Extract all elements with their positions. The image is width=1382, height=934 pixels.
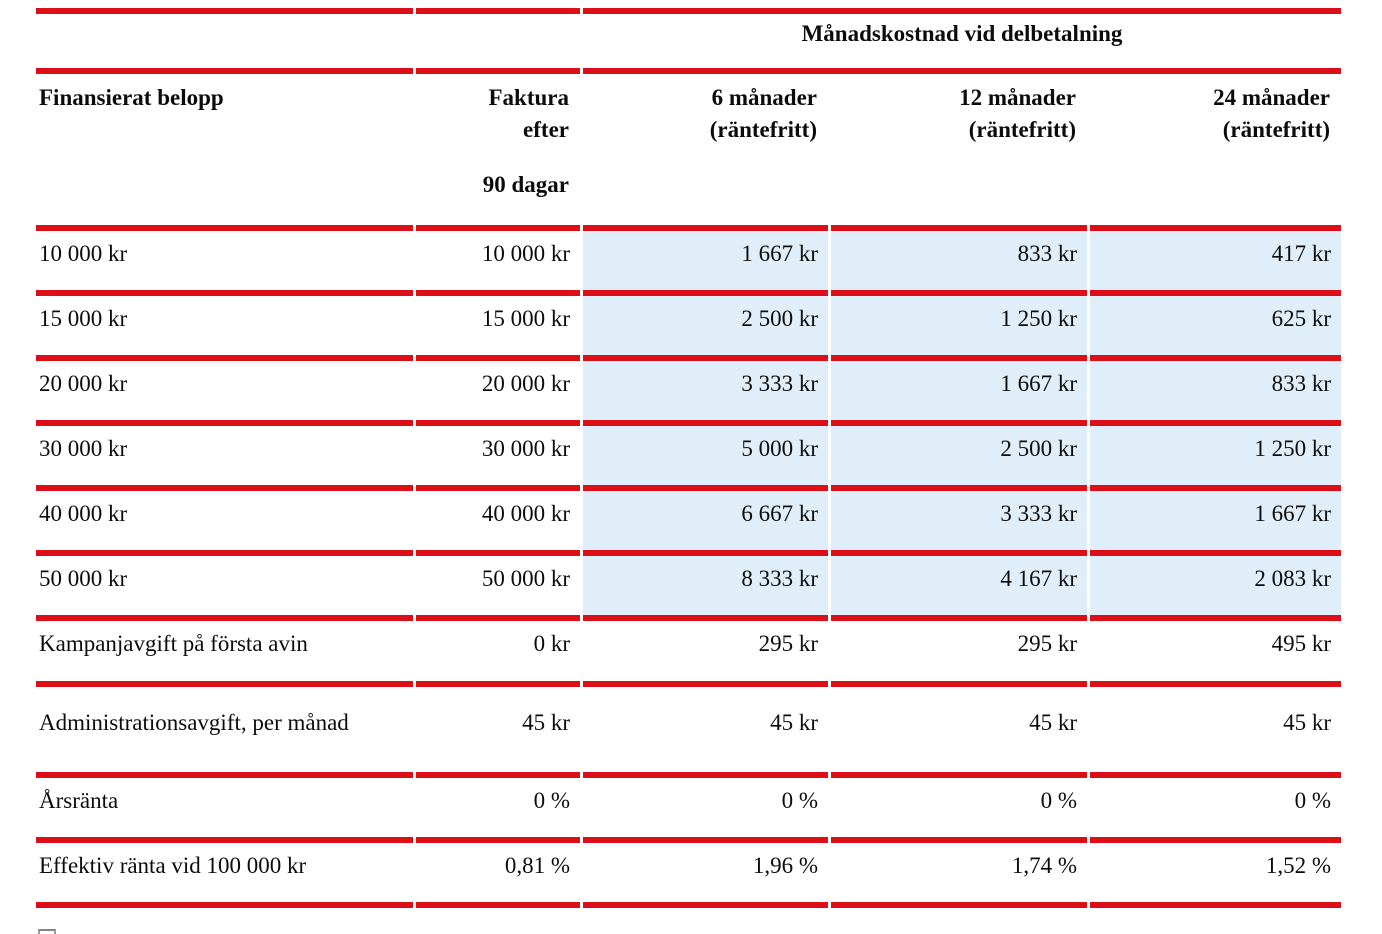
cost-24m-cell: 833 kr [1090, 361, 1342, 426]
table-row: Administrationsavgift, per månad 45 kr 4… [36, 687, 1342, 778]
fee-12m-cell: 45 kr [831, 687, 1087, 778]
header-90-days-line: 90 dagar [482, 172, 569, 197]
header-financed-amount: Finansierat belopp [36, 74, 413, 231]
header-invoice-90-days: Faktura efter 90 dagar [416, 74, 580, 231]
financed-amount-cell: 40 000 kr [36, 491, 413, 556]
financed-amount-cell: 15 000 kr [36, 296, 413, 361]
table-row: Årsränta 0 % 0 % 0 % 0 % [36, 778, 1342, 843]
invoice-90-cell: 15 000 kr [416, 296, 580, 361]
empty-cell [416, 8, 580, 74]
cost-6m-cell: 5 000 kr [583, 426, 828, 491]
fee-24m-cell: 1,52 % [1090, 843, 1342, 908]
empty-checkbox[interactable] [38, 929, 56, 934]
header-12-months: 12 månader (räntefritt) [831, 74, 1087, 231]
table-row: 20 000 kr 20 000 kr 3 333 kr 1 667 kr 83… [36, 361, 1342, 426]
fee-invoice-cell: 45 kr [416, 687, 580, 778]
header-24-months: 24 månader (räntefritt) [1090, 74, 1342, 231]
cost-12m-cell: 3 333 kr [831, 491, 1087, 556]
fee-24m-cell: 495 kr [1090, 621, 1342, 687]
group-header-monthly-cost: Månadskostnad vid delbetalning [583, 8, 1342, 74]
column-header-row: Finansierat belopp Faktura efter 90 daga… [36, 74, 1342, 231]
fee-24m-cell: 45 kr [1090, 687, 1342, 778]
invoice-90-cell: 20 000 kr [416, 361, 580, 426]
group-header-row: Månadskostnad vid delbetalning [36, 8, 1342, 74]
fee-invoice-cell: 0 kr [416, 621, 580, 687]
cost-24m-cell: 1 667 kr [1090, 491, 1342, 556]
cost-24m-cell: 417 kr [1090, 231, 1342, 296]
fee-label-cell: Effektiv ränta vid 100 000 kr [36, 843, 413, 908]
header-6-months: 6 månader (räntefritt) [583, 74, 828, 231]
financed-amount-cell: 10 000 kr [36, 231, 413, 296]
cost-12m-cell: 2 500 kr [831, 426, 1087, 491]
financed-amount-cell: 20 000 kr [36, 361, 413, 426]
cost-6m-cell: 1 667 kr [583, 231, 828, 296]
fee-label-cell: Administrationsavgift, per månad [36, 687, 413, 778]
fee-12m-cell: 0 % [831, 778, 1087, 843]
table-row: 40 000 kr 40 000 kr 6 667 kr 3 333 kr 1 … [36, 491, 1342, 556]
fee-invoice-cell: 0,81 % [416, 843, 580, 908]
fee-6m-cell: 295 kr [583, 621, 828, 687]
cost-12m-cell: 1 667 kr [831, 361, 1087, 426]
invoice-90-cell: 10 000 kr [416, 231, 580, 296]
fee-6m-cell: 45 kr [583, 687, 828, 778]
cost-6m-cell: 3 333 kr [583, 361, 828, 426]
table-row: 30 000 kr 30 000 kr 5 000 kr 2 500 kr 1 … [36, 426, 1342, 491]
cost-24m-cell: 2 083 kr [1090, 556, 1342, 621]
invoice-90-cell: 50 000 kr [416, 556, 580, 621]
table-row: Kampanjavgift på första avin 0 kr 295 kr… [36, 621, 1342, 687]
financing-table: Månadskostnad vid delbetalning Finansier… [33, 8, 1344, 908]
empty-cell [36, 8, 413, 74]
cost-12m-cell: 833 kr [831, 231, 1087, 296]
fee-6m-cell: 1,96 % [583, 843, 828, 908]
fee-label-cell: Kampanjavgift på första avin [36, 621, 413, 687]
fee-invoice-cell: 0 % [416, 778, 580, 843]
cost-6m-cell: 8 333 kr [583, 556, 828, 621]
table-row: Effektiv ränta vid 100 000 kr 0,81 % 1,9… [36, 843, 1342, 908]
invoice-90-cell: 30 000 kr [416, 426, 580, 491]
financed-amount-cell: 30 000 kr [36, 426, 413, 491]
document-page: { "page": {"background": "#ffffff"}, "co… [0, 8, 1382, 934]
financed-amount-cell: 50 000 kr [36, 556, 413, 621]
cost-6m-cell: 6 667 kr [583, 491, 828, 556]
table-row: 50 000 kr 50 000 kr 8 333 kr 4 167 kr 2 … [36, 556, 1342, 621]
fee-label-cell: Årsränta [36, 778, 413, 843]
fee-12m-cell: 295 kr [831, 621, 1087, 687]
fee-6m-cell: 0 % [583, 778, 828, 843]
cost-6m-cell: 2 500 kr [583, 296, 828, 361]
header-invoice-line: Faktura efter [488, 85, 570, 142]
table-row: 15 000 kr 15 000 kr 2 500 kr 1 250 kr 62… [36, 296, 1342, 361]
cost-12m-cell: 1 250 kr [831, 296, 1087, 361]
cost-12m-cell: 4 167 kr [831, 556, 1087, 621]
invoice-90-cell: 40 000 kr [416, 491, 580, 556]
fee-24m-cell: 0 % [1090, 778, 1342, 843]
fee-12m-cell: 1,74 % [831, 843, 1087, 908]
cost-24m-cell: 1 250 kr [1090, 426, 1342, 491]
table-row: 10 000 kr 10 000 kr 1 667 kr 833 kr 417 … [36, 231, 1342, 296]
cost-24m-cell: 625 kr [1090, 296, 1342, 361]
